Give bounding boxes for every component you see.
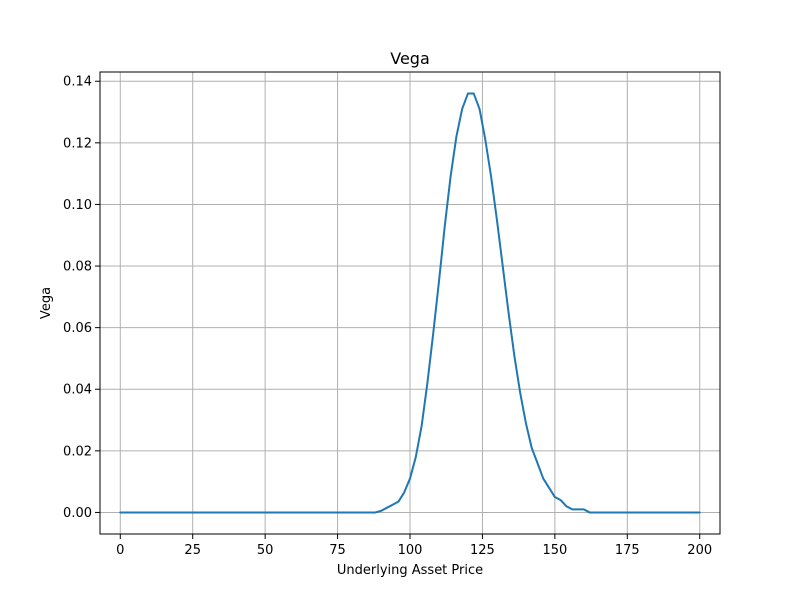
y-tick-label: 0.14 [63, 75, 92, 90]
y-tick-label: 0.06 [63, 321, 92, 336]
y-tick-label: 0.10 [63, 198, 92, 213]
x-tick-label: 25 [184, 543, 201, 558]
x-tick-label: 150 [542, 543, 567, 558]
y-tick-label: 0.04 [63, 383, 92, 398]
y-tick-label: 0.08 [63, 260, 92, 275]
y-tick-label: 0.02 [63, 444, 92, 459]
y-tick-label: 0.12 [63, 136, 92, 151]
x-tick-label: 100 [398, 543, 423, 558]
vega-series-line [119, 92, 701, 514]
series-layer [119, 92, 701, 514]
x-tick-label: 75 [329, 543, 346, 558]
chart-title: Vega [390, 49, 430, 68]
x-tick-label: 175 [615, 543, 640, 558]
x-tick-label: 125 [470, 543, 495, 558]
x-tick-label: 0 [116, 543, 124, 558]
grid-lines [100, 72, 720, 534]
y-tick-label: 0.00 [63, 506, 92, 521]
axis-ticks: 0 25 50 75 100 125 150 175 200 0.00 0.02 0.04 0.06 0.… [63, 75, 712, 558]
x-axis-label: Underlying Asset Price [337, 563, 483, 578]
x-tick-label: 50 [257, 543, 274, 558]
x-tick-label: 200 [687, 543, 712, 558]
y-axis-label: Vega [39, 287, 54, 319]
